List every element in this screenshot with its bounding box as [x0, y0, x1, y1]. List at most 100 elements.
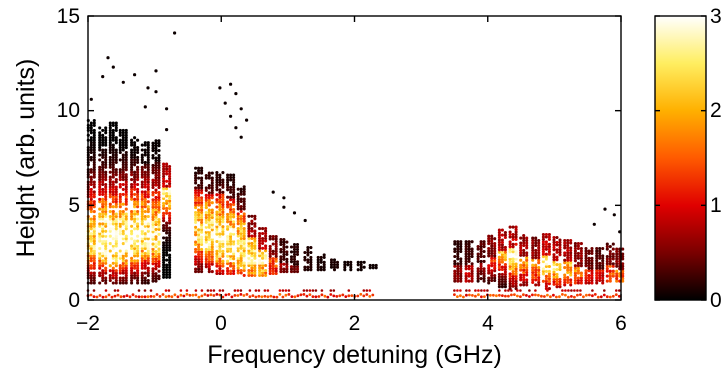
data-point	[154, 217, 158, 222]
data-point	[501, 294, 504, 297]
data-point	[236, 268, 240, 273]
data-point	[151, 272, 155, 276]
data-point	[104, 182, 108, 187]
data-point	[490, 251, 494, 255]
data-point	[251, 294, 255, 297]
data-point	[146, 239, 150, 243]
data-point	[157, 257, 161, 261]
data-point	[534, 278, 538, 282]
data-point	[253, 236, 257, 241]
data-point	[456, 267, 460, 271]
data-point	[194, 228, 198, 232]
data-point	[130, 141, 134, 145]
data-point	[274, 271, 278, 276]
data-point	[124, 249, 128, 253]
data-point	[474, 289, 477, 292]
data-point	[114, 168, 118, 172]
data-point	[154, 200, 158, 204]
data-point	[124, 138, 128, 142]
data-point	[133, 163, 137, 167]
data-point	[232, 188, 236, 192]
data-point	[101, 150, 105, 155]
data-point	[519, 275, 523, 280]
data-point	[258, 254, 262, 258]
data-point	[151, 217, 155, 222]
data-point	[101, 232, 105, 236]
data-point	[136, 251, 140, 255]
data-point	[537, 258, 541, 262]
data-point	[503, 280, 507, 284]
data-point	[596, 295, 600, 299]
data-point	[459, 264, 463, 268]
data-point	[558, 277, 562, 281]
data-point	[114, 274, 118, 278]
data-point	[480, 289, 483, 292]
data-point	[108, 254, 112, 258]
data-point	[555, 295, 558, 299]
data-point	[316, 260, 320, 264]
data-point	[140, 271, 144, 275]
data-point	[482, 249, 486, 254]
data-point	[584, 274, 588, 278]
data-point	[349, 263, 353, 267]
data-point	[595, 256, 599, 260]
data-point	[200, 201, 204, 205]
data-point	[563, 246, 567, 250]
data-point	[292, 247, 297, 251]
data-point	[146, 86, 150, 90]
data-point	[236, 217, 240, 221]
data-point	[615, 289, 618, 292]
data-point	[605, 245, 609, 249]
data-point	[154, 90, 158, 94]
data-point	[479, 242, 483, 246]
data-point	[133, 222, 137, 226]
data-point	[544, 252, 548, 256]
data-point	[136, 234, 140, 238]
data-point	[210, 183, 214, 188]
data-point	[611, 262, 615, 266]
data-point	[108, 264, 112, 268]
data-point	[508, 235, 512, 239]
data-point	[615, 272, 619, 276]
data-point	[543, 295, 546, 298]
data-point	[101, 234, 105, 238]
data-point	[588, 293, 591, 297]
data-point	[356, 260, 360, 264]
data-point	[133, 192, 137, 196]
data-point	[590, 259, 594, 263]
data-point	[131, 293, 135, 297]
data-point	[134, 295, 138, 298]
data-point	[210, 188, 214, 192]
data-point	[108, 190, 112, 194]
data-point	[573, 246, 577, 251]
data-point	[101, 148, 105, 152]
data-point	[232, 198, 236, 202]
data-point	[229, 269, 233, 273]
data-point	[621, 254, 625, 259]
data-point	[136, 160, 140, 164]
data-point	[116, 293, 120, 297]
data-point	[264, 227, 268, 231]
data-point	[204, 198, 208, 202]
data-point	[316, 258, 320, 262]
data-point	[250, 222, 254, 226]
data-point	[151, 213, 155, 217]
data-point	[154, 146, 158, 150]
data-point	[143, 222, 147, 226]
data-point	[295, 250, 300, 254]
data-point	[584, 251, 588, 255]
data-point	[210, 215, 214, 220]
data-point	[89, 158, 93, 162]
data-point	[151, 227, 155, 231]
data-point	[232, 262, 236, 266]
data-point	[566, 263, 570, 267]
data-point	[197, 250, 201, 254]
data-point	[229, 271, 233, 276]
data-point	[170, 295, 174, 299]
data-point	[236, 234, 240, 238]
data-point	[525, 283, 529, 287]
data-point	[118, 173, 122, 177]
data-point	[493, 256, 497, 260]
data-point	[154, 252, 158, 256]
data-point	[587, 256, 591, 260]
